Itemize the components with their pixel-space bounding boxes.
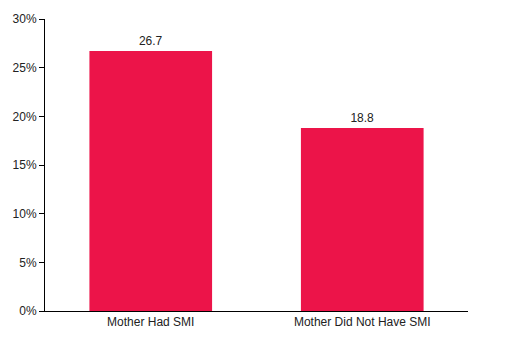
svg-text:25%: 25% [13,61,37,75]
svg-text:5%: 5% [19,256,37,270]
svg-text:20%: 20% [13,110,37,124]
svg-text:15%: 15% [13,158,37,172]
svg-text:26.7: 26.7 [139,34,163,48]
svg-text:10%: 10% [13,207,37,221]
svg-text:Mother Had SMI: Mother Had SMI [107,315,194,329]
svg-text:Mother Did Not Have SMI: Mother Did Not Have SMI [294,315,431,329]
svg-text:18.8: 18.8 [350,111,374,125]
svg-text:0%: 0% [19,304,37,318]
svg-text:30%: 30% [13,12,37,26]
